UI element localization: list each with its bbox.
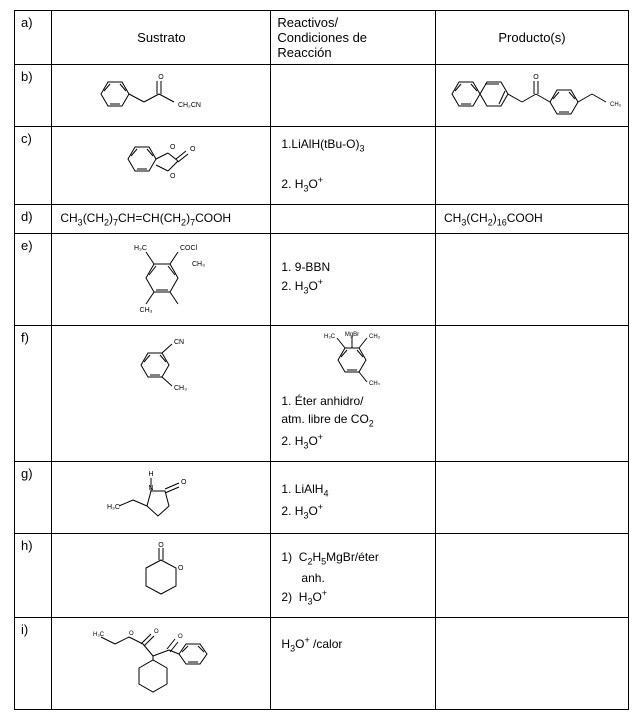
reactions-table: a) Sustrato Reactivos/ Condiciones de Re…	[14, 10, 629, 710]
row-label-a: a)	[15, 11, 52, 65]
row-label-d: d)	[15, 204, 52, 233]
label-ch3-f2: CH₃	[369, 334, 381, 340]
header-reactivos-l3: Reacción	[277, 45, 331, 60]
label-h3c-g: H₃C	[107, 504, 120, 511]
reactivos-d	[271, 204, 436, 233]
label-ch2cn: CH₂CN	[178, 102, 201, 109]
struct-f-sustrato: CN CH₃	[116, 330, 206, 400]
sustrato-i: H₃C O O O	[52, 617, 271, 709]
producto-g	[436, 461, 629, 533]
label-ch3-f: CH₃	[174, 385, 187, 392]
rx-f-2: atm. libre de CO2	[281, 412, 373, 426]
sustrato-d: CH3(CH2)7CH=CH(CH2)7COOH	[52, 204, 271, 233]
label-ch3-b: CH₃	[610, 102, 622, 108]
struct-g-sustrato: N H O H₃C	[101, 466, 221, 526]
rx-c-2: 2. H3O+	[281, 177, 323, 191]
producto-i	[436, 617, 629, 709]
reactivos-b	[271, 65, 436, 127]
label-o-c3: O	[190, 146, 196, 153]
label-n-g: N	[149, 485, 154, 492]
label-ch3-f3: CH₃	[369, 381, 381, 385]
rx-f-3: 2. H3O+	[281, 434, 323, 448]
struct-e-sustrato: H₃C COCl CH₃ CH₃	[106, 238, 216, 318]
header-sustrato: Sustrato	[52, 11, 271, 65]
header-reactivos-l2: Condiciones de	[277, 30, 367, 45]
label-o-c1: O	[170, 144, 176, 151]
row-label-b: b)	[15, 65, 52, 127]
label-coci-e: COCl	[180, 245, 198, 252]
rx-f-1: 1. Éter anhidro/	[281, 394, 363, 408]
header-reactivos-l1: Reactivos/	[277, 15, 338, 30]
struct-h-sustrato: O O	[121, 538, 201, 608]
reactivos-f: MgBr H₃C CH₃ CH₃ 1. Éter anhidro/ atm. l…	[271, 326, 436, 462]
reactivos-e: 1. 9-BBN 2. H3O+	[271, 234, 436, 326]
reactivos-c: 1.LiAlH(tBu-O)3 2. H3O+	[271, 127, 436, 205]
label-o-i1: O	[129, 631, 134, 637]
row-label-h: h)	[15, 533, 52, 617]
struct-f-grignard: MgBr H₃C CH₃ CH₃	[298, 330, 408, 385]
producto-e	[436, 234, 629, 326]
label-o-h2: O	[159, 542, 165, 549]
rx-h-1b: anh.	[281, 571, 324, 585]
sustrato-g: N H O H₃C	[52, 461, 271, 533]
row-label-c: c)	[15, 127, 52, 205]
label-h3c-i: H₃C	[93, 632, 105, 638]
label-mgbr-f: MgBr	[345, 332, 359, 338]
label-h-g: H	[149, 471, 154, 478]
header-producto: Producto(s)	[436, 11, 629, 65]
producto-d: CH3(CH2)16COOH	[436, 204, 629, 233]
producto-f	[436, 326, 629, 462]
row-label-f: f)	[15, 326, 52, 462]
rx-h-2: 2) H3O+	[281, 590, 327, 604]
formula-d-sustrato: CH3(CH2)7CH=CH(CH2)7COOH	[60, 211, 231, 225]
rx-g-1: 1. LiAlH4	[281, 482, 328, 496]
row-label-i: i)	[15, 617, 52, 709]
label-o-c2: O	[170, 173, 176, 180]
label-cn-f: CN	[174, 339, 184, 346]
rx-e-2: 2. H3O+	[281, 279, 323, 293]
struct-i-sustrato: H₃C O O O	[91, 622, 231, 702]
sustrato-c: O O O	[52, 127, 271, 205]
struct-b-producto: O CH₃	[442, 69, 622, 119]
label-ch3-e1: CH₃	[192, 261, 205, 268]
struct-b-sustrato: O CH₂CN	[86, 69, 236, 119]
label-h3c-f: H₃C	[324, 334, 336, 340]
producto-b: O CH₃	[436, 65, 629, 127]
rx-c-1: 1.LiAlH(tBu-O)3	[281, 137, 364, 151]
reactivos-h: 1) C2H5MgBr/éter anh. 2) H3O+	[271, 533, 436, 617]
reactivos-g: 1. LiAlH4 2. H3O+	[271, 461, 436, 533]
label-ch3-e2: CH₃	[140, 307, 153, 314]
label-o2: O	[533, 74, 539, 81]
struct-c-sustrato: O O O	[116, 131, 206, 186]
label-o-i2: O	[154, 629, 159, 635]
sustrato-e: H₃C COCl CH₃ CH₃	[52, 234, 271, 326]
rx-i-1: H3O+ /calor	[281, 637, 342, 651]
header-reactivos: Reactivos/ Condiciones de Reacción	[271, 11, 436, 65]
rx-h-1: 1) C2H5MgBr/éter	[281, 550, 378, 564]
producto-c	[436, 127, 629, 205]
label-o-h1: O	[178, 565, 184, 572]
row-label-e: e)	[15, 234, 52, 326]
sustrato-f: CN CH₃	[52, 326, 271, 462]
sustrato-b: O CH₂CN	[52, 65, 271, 127]
row-label-g: g)	[15, 461, 52, 533]
formula-d-producto: CH3(CH2)16COOH	[444, 211, 543, 225]
label-o-i3: O	[178, 634, 183, 640]
rx-g-2: 2. H3O+	[281, 504, 323, 518]
reactivos-i: H3O+ /calor	[271, 617, 436, 709]
sustrato-h: O O	[52, 533, 271, 617]
label-h3c-e: H₃C	[134, 245, 147, 252]
rx-e-1: 1. 9-BBN	[281, 260, 330, 274]
label-o: O	[159, 74, 165, 81]
producto-h	[436, 533, 629, 617]
label-o-g: O	[181, 479, 187, 486]
